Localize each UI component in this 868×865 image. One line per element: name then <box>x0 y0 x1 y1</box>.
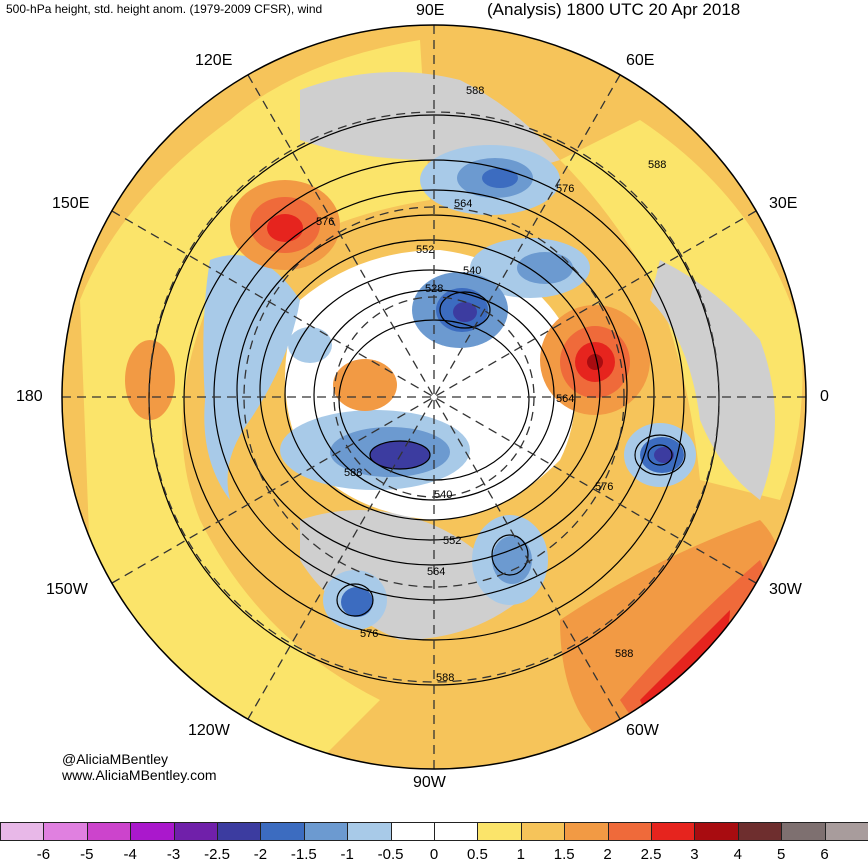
lon-label-30e: 30E <box>769 195 798 212</box>
colorbar-swatch <box>824 822 868 841</box>
colorbar-tick-label: 1 <box>516 846 525 863</box>
lon-label-120w: 120W <box>188 722 230 739</box>
contour-labels: 588 588 576 564 552 540 528 576 564 588 … <box>316 85 666 684</box>
anomaly-field <box>62 25 806 769</box>
colorbar-tick-label: -2.5 <box>204 846 230 863</box>
credit-website: www.AliciaMBentley.com <box>62 767 217 783</box>
svg-text:576: 576 <box>360 628 378 640</box>
colorbar-tick-label: 0 <box>429 846 439 863</box>
colorbar-tick-label: 5 <box>777 846 786 863</box>
colorbar-tick-label: -6 <box>36 846 51 863</box>
colorbar-swatch <box>173 822 218 841</box>
colorbar-tick-label: -1 <box>340 846 354 863</box>
lon-label-30w: 30W <box>769 581 802 598</box>
lon-label-150e: 150E <box>52 195 90 212</box>
lon-label-120e: 120E <box>195 52 233 69</box>
lon-label-0: 0 <box>820 388 829 405</box>
colorbar-swatch <box>607 822 652 841</box>
lon-label-90e: 90E <box>416 2 445 19</box>
svg-text:588: 588 <box>436 672 454 684</box>
colorbar-swatch <box>43 822 88 841</box>
colorbar-swatch <box>260 822 305 841</box>
colorbar-swatch <box>390 822 435 841</box>
colorbar-tick-label: -2 <box>253 846 268 863</box>
svg-text:588: 588 <box>466 85 484 97</box>
svg-text:564: 564 <box>454 198 472 210</box>
svg-text:576: 576 <box>556 183 574 195</box>
svg-text:540: 540 <box>463 265 481 277</box>
colorbar-swatch <box>303 822 349 841</box>
lon-label-180: 180 <box>16 388 43 405</box>
colorbar-swatch <box>737 822 783 841</box>
colorbar-swatch <box>781 822 826 841</box>
graticule <box>62 25 806 769</box>
colorbar-tick-label: 2.5 <box>640 846 662 863</box>
svg-text:588: 588 <box>615 648 633 660</box>
colorbar-swatch <box>477 822 522 841</box>
colorbar-swatch <box>694 822 739 841</box>
colorbar-swatch <box>217 822 262 841</box>
svg-text:576: 576 <box>595 481 613 493</box>
colorbar-tick-label: 4 <box>733 846 742 863</box>
colorbar: -6 -5 -4 -3 -2.5 -2 -1.5 -1 -0.5 0 0.5 1 1.5 2 2.5 3 4 5 6 <box>0 822 868 865</box>
map-border <box>61 24 807 770</box>
colorbar-tick-label: 0.5 <box>466 846 488 863</box>
colorbar-swatch <box>564 822 609 841</box>
svg-text:564: 564 <box>556 393 574 405</box>
polar-map: 588 588 576 564 552 540 528 576 564 588 … <box>61 24 807 770</box>
lon-label-150w: 150W <box>46 581 88 598</box>
lon-label-90w: 90W <box>413 774 446 791</box>
svg-text:588: 588 <box>344 467 362 479</box>
colorbar-swatch <box>651 822 696 841</box>
colorbar-tick-label: 6 <box>820 846 829 863</box>
svg-text:588: 588 <box>648 159 666 171</box>
colorbar-swatch <box>520 822 566 841</box>
svg-text:564: 564 <box>427 566 445 578</box>
colorbar-tick-label: 3 <box>690 846 699 863</box>
analysis-time: (Analysis) 1800 UTC 20 Apr 2018 <box>487 0 741 19</box>
svg-text:540: 540 <box>434 489 452 501</box>
svg-text:576: 576 <box>316 216 334 228</box>
colorbar-tick-label: -3 <box>166 846 181 863</box>
colorbar-tick-label: 1.5 <box>553 846 575 863</box>
map-title: 500-hPa height, std. height anom. (1979-… <box>6 2 323 16</box>
svg-text:552: 552 <box>416 244 434 256</box>
svg-text:528: 528 <box>425 283 443 295</box>
colorbar-swatch <box>86 822 132 841</box>
colorbar-swatch <box>130 822 175 841</box>
colorbar-tick-label: 2 <box>603 846 612 863</box>
colorbar-swatch <box>0 822 45 841</box>
svg-text:552: 552 <box>443 535 461 547</box>
colorbar-tick-label: -5 <box>80 846 94 863</box>
colorbar-swatch <box>434 822 479 841</box>
lon-label-60w: 60W <box>626 722 659 739</box>
colorbar-swatch <box>347 822 392 841</box>
colorbar-tick-label: -1.5 <box>290 846 317 863</box>
colorbar-tick-label: -0.5 <box>377 846 404 863</box>
lon-label-60e: 60E <box>626 52 655 69</box>
credit-handle: @AliciaMBentley <box>62 751 169 767</box>
colorbar-tick-label: -4 <box>123 846 137 863</box>
